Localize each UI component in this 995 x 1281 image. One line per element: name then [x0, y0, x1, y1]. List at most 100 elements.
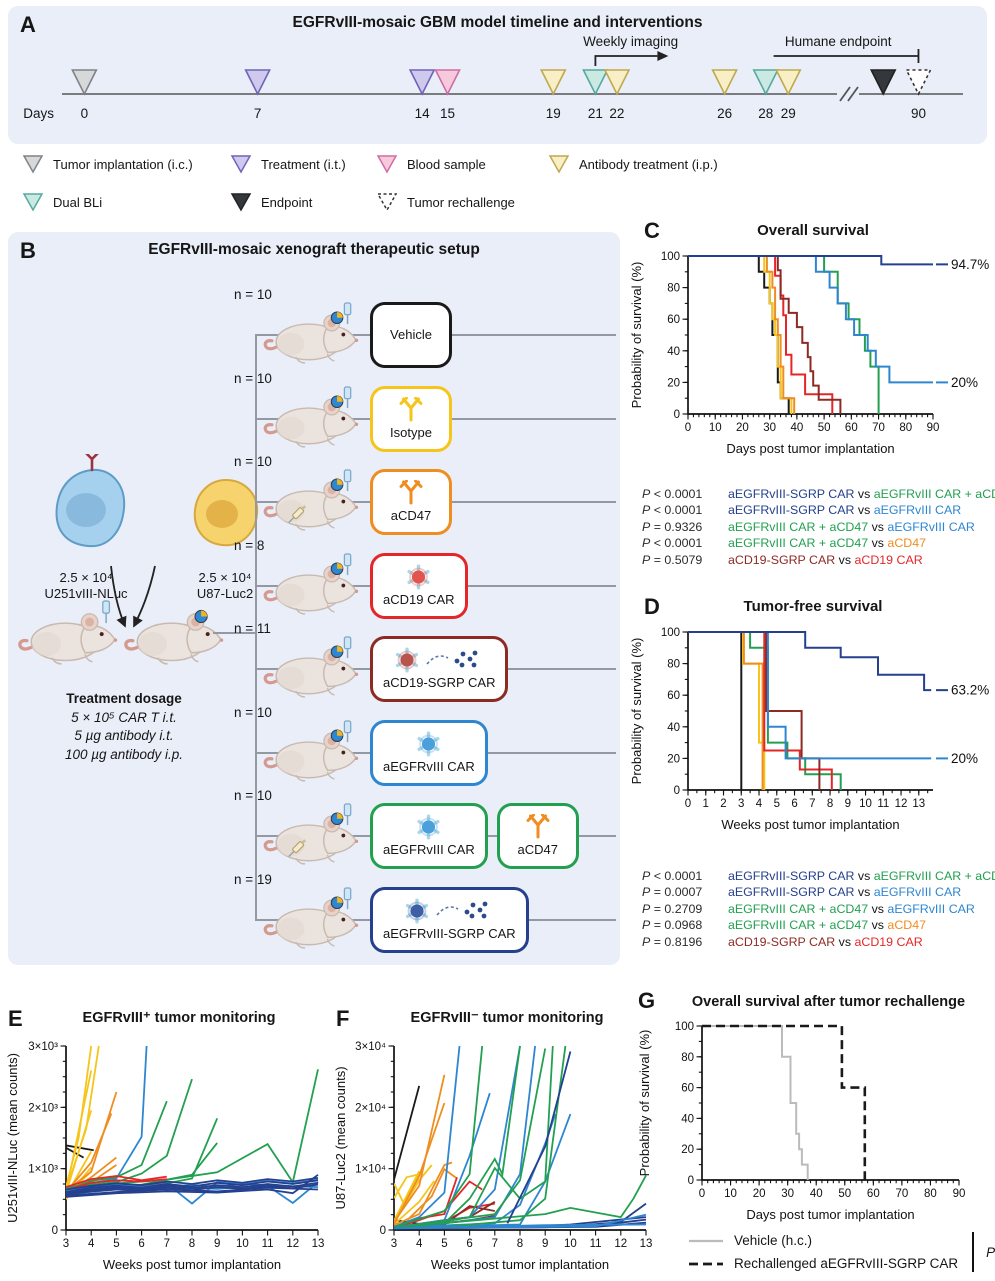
comparison-group-b: aEGFRvIII CAR + aCD47 — [873, 486, 995, 501]
series-orange-8 — [394, 1102, 446, 1225]
svg-text:40: 40 — [667, 722, 680, 734]
car-t-sgrp-icon — [396, 647, 478, 673]
svg-text:0: 0 — [685, 422, 691, 434]
p-value: P = 0.0968 — [642, 918, 703, 932]
svg-text:9: 9 — [214, 1238, 220, 1250]
svg-text:0: 0 — [674, 409, 680, 421]
series-blue-13 — [66, 1045, 148, 1190]
svg-text:11: 11 — [262, 1238, 274, 1250]
legend-triangle-icon — [230, 193, 252, 212]
series-group — [394, 1045, 647, 1230]
treatment-box-aegfrviii-car: aEGFRvIII CAR — [370, 720, 488, 786]
day-label: 29 — [781, 106, 796, 121]
svg-text:10: 10 — [709, 422, 722, 434]
panel-f-label: F — [336, 1006, 350, 1031]
stat-row: P < 0.0001 aEGFRvIII-SGRP CAR vs aEGFRvII… — [642, 487, 995, 501]
overall-survival-chart-svg: 0 10 20 30 40 50 60 70 80 90 0 20 40 60 80 100 Days post… — [629, 251, 989, 456]
legend-label: Tumor rechallenge — [407, 194, 515, 210]
treatment-box-label: aEGFRvIII CAR — [383, 842, 475, 858]
panel-b-setup: B EGFRvIII-mosaic xenograft therapeutic … — [8, 232, 620, 965]
svg-text:2: 2 — [720, 798, 726, 810]
series-vehicle — [688, 631, 743, 790]
comparison-group-b: aCD47 — [887, 918, 926, 932]
x-axis-label: Weeks post tumor implantation — [103, 1257, 281, 1272]
svg-text:5: 5 — [774, 798, 780, 810]
series-green-14 — [66, 1100, 168, 1191]
axes — [687, 632, 933, 791]
egfrviii-neg-chart: 3 4 5 6 7 8 9 10 11 12 13 0 1×10⁴ 2×10⁴ 3×10⁴ Weeks pos… — [332, 1036, 656, 1281]
treatment-box-label: aCD19-SGRP CAR — [383, 675, 496, 691]
u87-count: 2.5 × 10⁴ — [198, 570, 252, 585]
comparison-group-a: aEGFRvIII CAR + aCD47 — [728, 918, 869, 932]
u87-name: U87-Luc2 — [196, 586, 254, 602]
svg-text:3×10³: 3×10³ — [28, 1041, 58, 1053]
legend-item-antibody-treatment-i-p-: Antibody treatment (i.p.) — [548, 154, 718, 174]
panel-g-pvalue: P = 0.0005 — [972, 1232, 995, 1272]
comparison: aEGFRvIII-SGRP CAR vs aEGFRvIII CAR + aC… — [728, 487, 995, 501]
egfrviii-pos-chart: 3 4 5 6 7 8 9 10 11 12 13 0 1×10³ 2×10³ 3×10³ Weeks pos… — [4, 1036, 328, 1281]
egfrviii-pos-chart-svg: 3 4 5 6 7 8 9 10 11 12 13 0 1×10³ 2×10³ 3×10³ Weeks pos… — [5, 1041, 324, 1272]
comparison-group-b: aEGFRvIII CAR + aCD47 — [873, 868, 995, 883]
x-axis-label: Weeks post tumor implantation — [431, 1257, 609, 1272]
y-axis-label: U251vIII-NLuc (mean counts) — [5, 1053, 20, 1223]
panel-g-title: Overall survival after tumor rechallenge — [691, 994, 966, 1010]
day-label: 19 — [546, 106, 561, 121]
legend-item-tumor-implantation-i-c-: Tumor implantation (i.c.) — [22, 154, 193, 174]
svg-text:0: 0 — [688, 1175, 694, 1187]
stat-row: P < 0.0001 aEGFRvIII-SGRP CAR vs aEGFRvII… — [642, 868, 995, 883]
sgrp-dots-icon — [454, 650, 478, 668]
series-red-19 — [66, 1175, 167, 1188]
tick-labels: 0 10 20 30 40 50 60 70 80 90 0 20 40 60 80 100 — [675, 1021, 966, 1200]
car-t-cell-icon — [417, 731, 440, 757]
svg-text:9: 9 — [845, 798, 851, 810]
series-navy-28 — [66, 1177, 319, 1191]
group-mouse-illustration — [262, 465, 368, 537]
svg-text:11: 11 — [877, 798, 889, 810]
group-boxes: aEGFRvIII CAR aCD47 — [370, 803, 579, 869]
svg-text:70: 70 — [872, 422, 885, 434]
pair-connector — [213, 632, 257, 634]
group-n-label: n = 10 — [234, 788, 272, 803]
antibody-icon — [399, 480, 423, 505]
svg-text:7: 7 — [164, 1238, 170, 1250]
humane-endpoint-label: Humane endpoint — [785, 34, 892, 49]
svg-text:100: 100 — [661, 251, 680, 263]
p-value: P = 0.0007 — [642, 885, 703, 899]
legend-label: Blood sample — [407, 156, 486, 172]
svg-text:10: 10 — [564, 1238, 577, 1250]
stat-row: P = 0.8196 aCD19-SGRP CAR vs aCD19 CAR — [642, 935, 992, 949]
svg-text:60: 60 — [667, 314, 680, 326]
panel-a-label: A — [20, 12, 36, 37]
treatment-box-aegfrviii-sgrp-car: aEGFRvIII-SGRP CAR — [370, 887, 529, 953]
y-axis-label: Probability of survival (%) — [637, 1030, 652, 1177]
series-isotype — [688, 631, 766, 790]
svg-text:3: 3 — [738, 798, 744, 810]
egfrviii-neg-chart-svg: 3 4 5 6 7 8 9 10 11 12 13 0 1×10⁴ 2×10⁴ 3×10⁴ Weeks pos… — [333, 1041, 652, 1272]
svg-text:100: 100 — [675, 1021, 694, 1033]
y-axis-label: Probability of survival (%) — [629, 638, 644, 785]
sgrp-dots-icon — [464, 901, 488, 919]
panel-d: D Tumor-free survival 0 1 2 3 4 5 6 7 8 9 10 11 12 13… — [628, 592, 995, 854]
comparison: aCD19-SGRP CAR vs aCD19 CAR — [728, 935, 923, 949]
timeline-marker-teal-day-28 — [752, 69, 780, 96]
series-group — [702, 1024, 867, 1180]
antibody-icon — [526, 814, 550, 839]
comparison-group-b: aEGFRvIII CAR — [887, 901, 975, 916]
svg-text:40: 40 — [667, 346, 680, 358]
g-legend-line-icon — [689, 1262, 723, 1265]
mix-arrows — [110, 565, 156, 628]
svg-text:50: 50 — [838, 1188, 851, 1200]
svg-text:5: 5 — [113, 1238, 119, 1250]
series-aegfrviii-car-acd47 — [688, 631, 842, 790]
series-blue-35 — [394, 1213, 647, 1230]
series-group — [688, 631, 932, 790]
series-navy-33 — [66, 1174, 319, 1198]
svg-text:30: 30 — [763, 422, 776, 434]
comparison-group-b: aEGFRvIII CAR — [873, 885, 962, 899]
svg-text:90: 90 — [927, 422, 940, 434]
group-boxes: aCD19-SGRP CAR — [370, 636, 509, 702]
series-green-18 — [66, 1069, 319, 1188]
panel-b-title: EGFRvIII-mosaic xenograft therapeutic se… — [148, 241, 480, 258]
svg-text:6: 6 — [791, 798, 797, 810]
